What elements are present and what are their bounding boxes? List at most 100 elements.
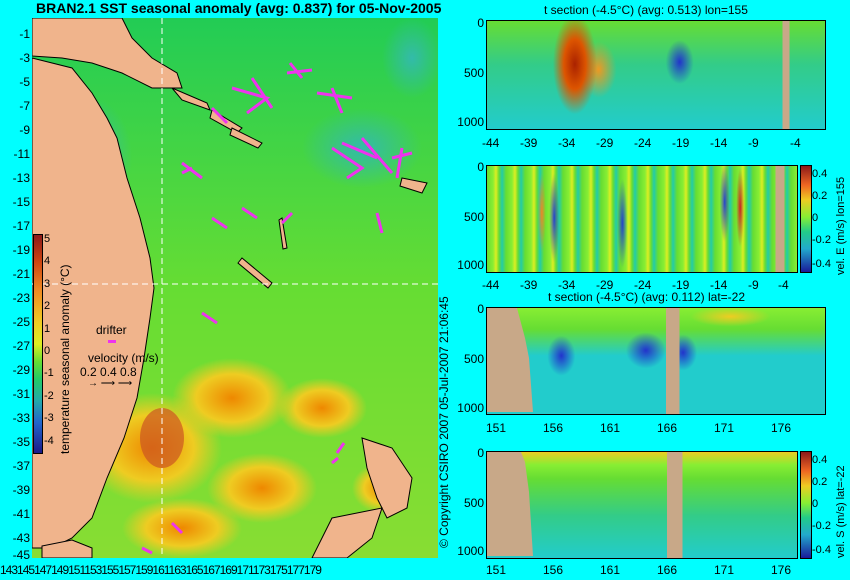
lon-tick: 151 [68, 563, 85, 577]
lat-tick: -13 [12, 171, 30, 185]
cb-tick: -3 [44, 412, 54, 425]
panel3-title: t section (-4.5°C) (avg: 0.112) lat=-22 [548, 290, 745, 304]
p3-y-tick: 500 [463, 352, 484, 366]
lat-tick: -11 [13, 147, 30, 161]
p3-x-tick: 156 [543, 421, 564, 435]
p1-x-tick: -39 [520, 136, 538, 150]
cb-tick: 1 [44, 322, 51, 335]
p2-x-tick: -44 [482, 278, 500, 292]
lon-tick: 163 [168, 563, 187, 577]
p4-x-tick: 151 [486, 563, 507, 577]
p1-x-tick: -24 [634, 136, 652, 150]
panel1-title: t section (-4.5°C) (avg: 0.513) lon=155 [544, 3, 748, 17]
panel4-cb-label: vel. S (m/s) lat=-22 [835, 465, 847, 558]
map-colorbar-label: temperature seasonal anomaly (°C) [58, 264, 72, 454]
p2-x-tick: -4 [778, 278, 789, 292]
p4-x-tick: 171 [714, 563, 735, 577]
new-guinea-landmass [32, 18, 183, 89]
velocity-values: 0.2 0.4 0.8 [80, 365, 137, 379]
p4-cb-tick: 0 [812, 498, 819, 510]
lat-tick: -31 [12, 387, 30, 401]
cb-tick: 5 [44, 233, 51, 245]
lon-tick: 145 [17, 563, 35, 577]
lat-tick: -39 [12, 483, 30, 497]
p4-y-tick: 500 [463, 496, 484, 510]
lat-tick: -29 [12, 363, 30, 377]
p3-x-tick: 171 [714, 421, 735, 435]
p3-x-tick: 166 [657, 421, 678, 435]
p2-cb-tick: -0.4 [812, 258, 831, 270]
p2-x-tick: -9 [748, 278, 759, 292]
p2-cb-tick: 0 [812, 212, 819, 224]
lat-tick: -19 [12, 243, 30, 257]
map-colorbar-ticks: 5 4 3 2 1 0 -1 -2 -3 -4 [44, 228, 58, 452]
p2-x-tick: -19 [672, 278, 690, 292]
p4-cb-tick: -0.2 [812, 520, 831, 532]
cb-tick: 3 [44, 277, 51, 290]
panel4-colorbar [800, 451, 812, 559]
lat-tick: -7 [19, 99, 30, 113]
drifter-label: drifter [96, 323, 127, 337]
lon-tick: 157 [118, 563, 136, 577]
cb-tick: -1 [44, 367, 54, 380]
sst-map [32, 18, 438, 558]
drifter-tracks [141, 62, 413, 555]
p2-x-tick: -14 [710, 278, 728, 292]
lat-tick: -37 [12, 459, 30, 473]
p2-y-tick: 500 [463, 210, 484, 224]
lon-tick: 169 [219, 563, 238, 577]
new-caledonia-landmass [237, 257, 273, 289]
lon-tick: 165 [185, 563, 204, 577]
lon-tick: 153 [84, 563, 102, 577]
lat-tick: -23 [12, 291, 30, 305]
cb-tick: 0 [44, 345, 51, 358]
lon-tick: 147 [34, 563, 52, 577]
new-zealand-south [311, 507, 383, 558]
new-zealand-north [361, 437, 413, 519]
cb-tick: 4 [44, 255, 51, 268]
main-title: BRAN2.1 SST seasonal anomaly (avg: 0.837… [36, 0, 442, 16]
p1-x-tick: -19 [672, 136, 690, 150]
panel2-cb-label: vel. E (m/s) lon=155 [835, 176, 847, 275]
p1-x-tick: -14 [710, 136, 728, 150]
lat-tick: -35 [12, 435, 30, 449]
p1-y-tick: 1000 [457, 115, 484, 129]
p2-x-tick: -39 [520, 278, 538, 292]
sst-map-canvas [32, 18, 438, 558]
map-lon-ticks: 1431451471491511531551571591611631651671… [0, 563, 440, 579]
p3-x-tick: 161 [600, 421, 621, 435]
lat-tick: -43 [12, 531, 30, 545]
p1-x-tick: -4 [790, 136, 801, 150]
lat-tick: -3 [19, 51, 30, 65]
p2-cb-tick: 0.4 [812, 168, 828, 180]
lon-tick: 149 [51, 563, 69, 577]
lon-tick: 143 [0, 563, 18, 577]
p1-x-tick: -34 [558, 136, 576, 150]
p4-x-tick: 156 [543, 563, 564, 577]
p2-x-tick: -24 [634, 278, 652, 292]
cb-tick: -4 [44, 434, 54, 447]
panel2-streaks [486, 165, 796, 271]
cb-tick: -2 [44, 389, 54, 402]
p4-x-tick: 176 [771, 563, 792, 577]
panel3-plot [486, 307, 826, 415]
lon-tick: 155 [101, 563, 119, 577]
p1-y-tick: 0 [477, 16, 484, 30]
lat-tick: -9 [19, 123, 30, 137]
tasmania-landmass [41, 539, 93, 558]
lon-tick: 159 [135, 563, 153, 577]
velocity-label: velocity (m/s) [88, 351, 159, 365]
map-colorbar [33, 234, 43, 454]
p1-y-tick: 500 [463, 66, 484, 80]
lon-tick: 161 [152, 563, 169, 577]
p4-y-tick: 1000 [457, 544, 484, 558]
lat-tick: -33 [12, 411, 30, 425]
lat-tick: -5 [19, 75, 30, 89]
p3-x-tick: 176 [771, 421, 792, 435]
lon-tick: 179 [303, 563, 322, 577]
lat-tick: -25 [12, 315, 30, 329]
p2-x-tick: -34 [558, 278, 576, 292]
lon-tick: 167 [202, 563, 221, 577]
lat-tick: -1 [19, 27, 30, 41]
p1-x-tick: -29 [596, 136, 614, 150]
